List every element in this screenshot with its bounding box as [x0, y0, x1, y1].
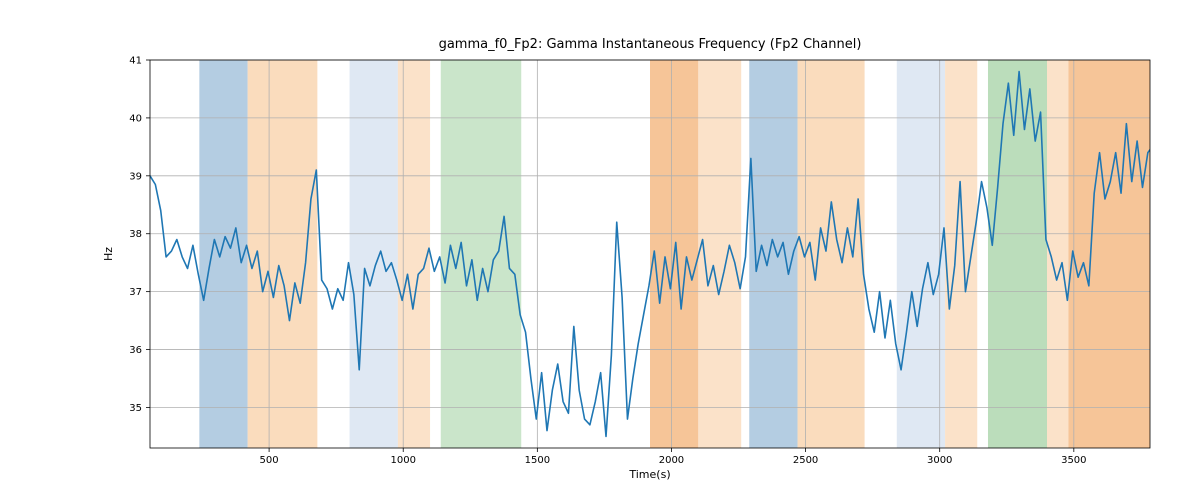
ytick-label: 35	[129, 403, 142, 414]
chart-svg: 500 1000 1500 2000 2500 3000 3500 35 36 37 38 39 40 4…	[0, 0, 1200, 500]
ytick-label: 38	[129, 229, 142, 240]
xtick-label: 2000	[659, 455, 684, 466]
xtick-label: 1500	[525, 455, 550, 466]
ytick-label: 39	[129, 171, 142, 182]
xtick-label: 2500	[793, 455, 818, 466]
ytick-label: 37	[129, 287, 142, 298]
xtick-label: 500	[260, 455, 279, 466]
chart-title: gamma_f0_Fp2: Gamma Instantaneous Freque…	[439, 37, 862, 52]
x-axis-label: Time(s)	[628, 468, 670, 481]
xtick-label: 3000	[927, 455, 952, 466]
ytick-label: 40	[129, 113, 142, 124]
ytick-label: 36	[129, 345, 142, 356]
xtick-label: 1000	[390, 455, 415, 466]
y-axis-label: Hz	[102, 247, 115, 261]
xtick-label: 3500	[1061, 455, 1086, 466]
ytick-label: 41	[129, 56, 142, 67]
chart-container: { "chart": { "type": "line", "title": "g…	[0, 0, 1200, 500]
